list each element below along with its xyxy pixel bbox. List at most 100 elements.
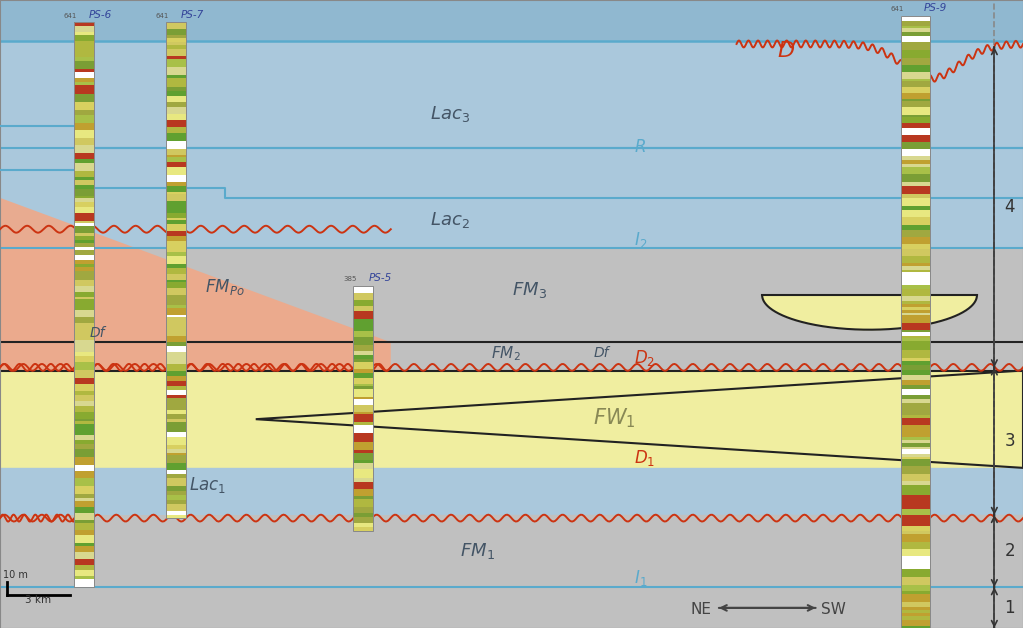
Bar	[166, 491, 186, 495]
Bar	[74, 362, 94, 370]
Bar	[74, 395, 94, 401]
Bar	[166, 22, 186, 518]
Bar	[74, 530, 94, 534]
Bar	[901, 556, 930, 562]
Bar	[166, 470, 186, 474]
Bar	[74, 138, 94, 145]
Bar	[901, 449, 930, 454]
Bar	[74, 522, 94, 530]
Bar	[74, 69, 94, 72]
Bar	[166, 419, 186, 422]
Bar	[166, 308, 186, 315]
Bar	[901, 237, 930, 244]
Text: PS-6: PS-6	[89, 9, 113, 19]
Bar	[901, 244, 930, 249]
Bar	[901, 99, 930, 101]
Bar	[166, 194, 186, 202]
Bar	[74, 465, 94, 472]
Bar	[901, 50, 930, 58]
Bar	[74, 264, 94, 267]
Bar	[901, 21, 930, 26]
Bar	[901, 415, 930, 418]
Bar	[74, 486, 94, 494]
Bar	[353, 351, 373, 355]
Bar	[74, 543, 94, 546]
Bar	[901, 198, 930, 206]
Bar	[74, 279, 94, 286]
Bar	[74, 41, 94, 50]
Bar	[74, 78, 94, 82]
Bar	[901, 107, 930, 115]
Bar	[901, 344, 930, 350]
Bar	[74, 26, 94, 33]
Bar	[74, 247, 94, 249]
Bar	[901, 466, 930, 474]
Bar	[901, 459, 930, 466]
Bar	[353, 345, 373, 351]
Bar	[901, 225, 930, 230]
Bar	[901, 58, 930, 65]
Text: 4: 4	[1005, 198, 1015, 216]
Bar	[901, 358, 930, 362]
Bar	[74, 22, 94, 587]
Bar	[901, 313, 930, 315]
Bar	[166, 501, 186, 504]
Bar	[166, 87, 186, 90]
Bar	[74, 440, 94, 445]
Bar	[901, 315, 930, 323]
Bar	[166, 463, 186, 470]
Bar	[353, 512, 373, 517]
Bar	[74, 35, 94, 41]
Bar	[166, 230, 186, 236]
Bar	[74, 260, 94, 264]
Bar	[901, 526, 930, 531]
Bar	[353, 412, 373, 414]
Bar	[74, 145, 94, 153]
Bar	[901, 16, 930, 628]
Bar	[901, 341, 930, 344]
Bar	[74, 72, 94, 78]
Bar	[901, 613, 930, 616]
Bar	[353, 453, 373, 460]
Bar	[901, 332, 930, 335]
Bar	[74, 85, 94, 94]
Bar	[901, 440, 930, 443]
Bar	[901, 418, 930, 425]
Bar	[74, 534, 94, 543]
Bar	[166, 224, 186, 230]
Bar	[74, 189, 94, 192]
Bar	[74, 411, 94, 418]
Bar	[166, 264, 186, 268]
Bar	[166, 453, 186, 455]
Bar	[166, 268, 186, 274]
Bar	[166, 75, 186, 78]
Bar	[901, 485, 930, 490]
Bar	[901, 264, 930, 266]
Bar	[74, 22, 94, 587]
Bar	[901, 399, 930, 403]
Bar	[353, 527, 373, 531]
Bar	[166, 288, 186, 295]
Bar	[74, 328, 94, 332]
Bar	[74, 520, 94, 522]
Bar	[901, 408, 930, 415]
Bar	[901, 330, 930, 332]
Polygon shape	[0, 198, 391, 371]
Bar	[901, 310, 930, 313]
Text: 10 m: 10 m	[3, 570, 28, 580]
Bar	[74, 155, 94, 160]
Bar	[74, 115, 94, 124]
Bar	[353, 507, 373, 512]
Bar	[166, 67, 186, 75]
Text: PS-7: PS-7	[181, 9, 205, 19]
Bar	[901, 389, 930, 394]
Bar	[74, 310, 94, 317]
Bar	[166, 127, 186, 133]
Bar	[166, 220, 186, 224]
Bar	[166, 342, 186, 346]
Bar	[353, 306, 373, 310]
Bar	[353, 474, 373, 479]
Polygon shape	[762, 295, 977, 330]
Bar	[166, 381, 186, 386]
Bar	[74, 391, 94, 395]
